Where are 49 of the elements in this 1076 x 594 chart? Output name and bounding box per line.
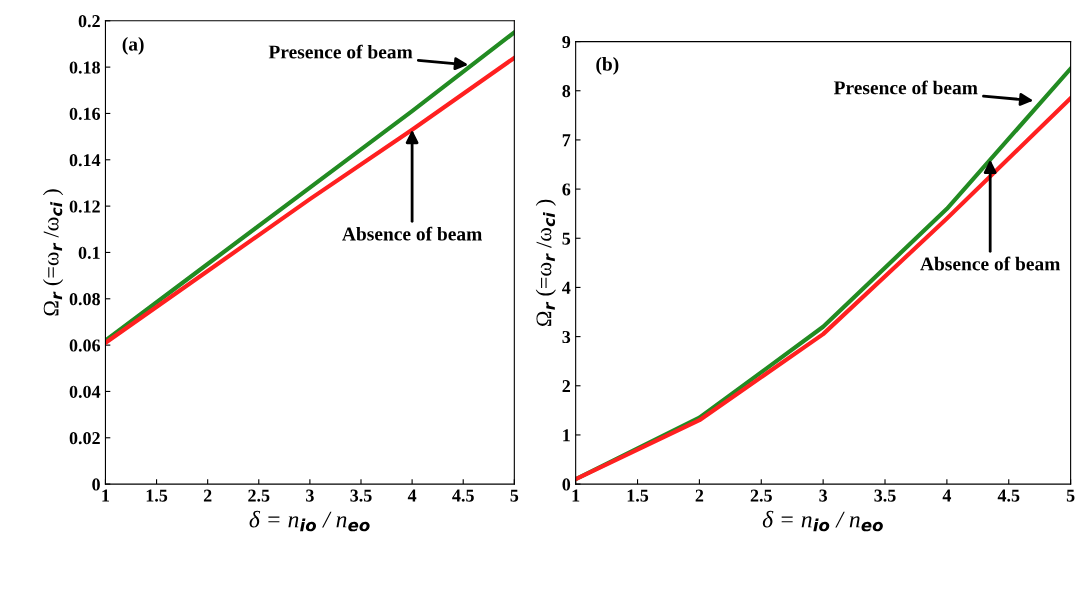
x-tick-label: 5 — [1066, 489, 1075, 502]
x-tick-label: 3 — [306, 489, 314, 502]
y-tick-label: 0.04 — [69, 385, 101, 398]
annotation: (b) — [596, 57, 619, 75]
annotation: Absence of beam — [342, 226, 482, 241]
x-tick-label: 5 — [510, 489, 519, 502]
x-tick-label: 4.5 — [997, 489, 1020, 502]
y-tick-label: 6 — [562, 183, 571, 196]
y-tick-label: 0 — [92, 478, 100, 491]
y-tick-label: 7 — [562, 134, 571, 147]
y-axis-title: Ω$_{r}$ (=ω$_{r}$ /ω$_{ci}$ ) — [535, 199, 556, 326]
y-tick-label: 0.06 — [69, 339, 101, 352]
annotation: Presence of beam — [268, 44, 413, 59]
x-axis-title: δ = n$_{io}$ / n$_{eo}$ — [762, 510, 883, 532]
y-tick-label: 0.02 — [69, 432, 100, 445]
x-tick-label: 3 — [819, 489, 828, 502]
y-tick-label: 0.14 — [69, 154, 101, 167]
y-tick-label: 0.18 — [69, 61, 100, 74]
y-axis-title: Ω$_{r}$ (=ω$_{r}$ /ω$_{ci}$ ) — [42, 189, 64, 316]
y-tick-label: 8 — [562, 85, 571, 98]
x-tick-label: 2 — [695, 489, 704, 502]
y-tick-label: 0.2 — [78, 15, 100, 28]
y-tick-label: 0.12 — [69, 200, 100, 213]
y-tick-label: 5 — [562, 232, 571, 245]
x-tick-label: 2.5 — [750, 489, 772, 502]
x-tick-label: 1 — [102, 489, 110, 502]
x-tick-label: 1.5 — [146, 489, 168, 502]
y-tick-label: 0.16 — [69, 107, 101, 120]
annotation: Presence of beam — [833, 80, 978, 95]
x-tick-label: 4.5 — [452, 489, 474, 502]
x-tick-label: 4 — [942, 489, 952, 502]
y-tick-label: 9 — [562, 35, 571, 49]
annotation: Absence of beam — [920, 256, 1061, 271]
x-tick-label: 3.5 — [350, 489, 372, 502]
y-tick-label: 0.08 — [69, 293, 100, 306]
x-axis-title: δ = n$_{io}$ / n$_{eo}$ — [249, 510, 370, 532]
x-tick-label: 1 — [572, 489, 580, 502]
x-tick-label: 3.5 — [874, 489, 896, 502]
x-tick-label: 2.5 — [248, 489, 270, 502]
y-tick-label: 1 — [563, 429, 570, 442]
y-tick-label: 0.1 — [78, 246, 100, 259]
x-tick-label: 1.5 — [627, 489, 649, 502]
y-tick-label: 3 — [562, 330, 571, 344]
y-tick-label: 4 — [562, 281, 571, 294]
x-tick-label: 2 — [203, 489, 212, 502]
y-tick-label: 2 — [562, 380, 571, 393]
annotation: (a) — [122, 37, 144, 55]
x-tick-label: 4 — [407, 489, 417, 502]
y-tick-label: 0 — [562, 478, 571, 491]
